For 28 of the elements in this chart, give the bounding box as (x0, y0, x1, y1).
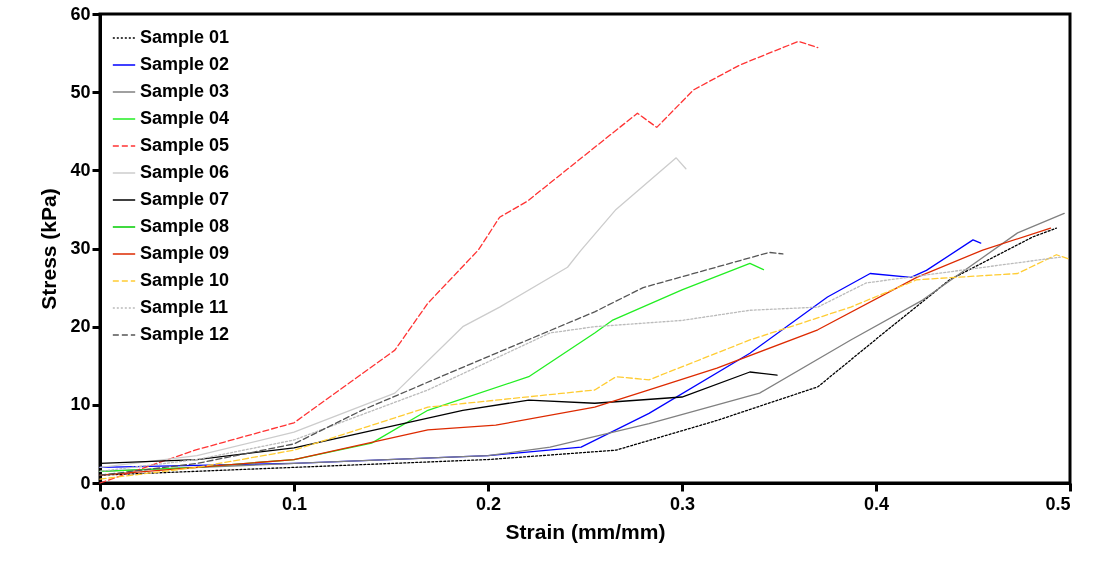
y-tick-label: 30 (70, 238, 91, 258)
legend-label: Sample 09 (140, 243, 230, 263)
y-tick-label: 50 (70, 81, 91, 102)
y-tick-label: 0 (80, 472, 91, 493)
legend-label: Sample 08 (140, 216, 230, 236)
x-tick-label: 0.2 (475, 493, 502, 514)
x-tick-label: 0.3 (669, 493, 696, 514)
x-tick-label: 0.4 (863, 493, 890, 514)
line-series (99, 157, 687, 469)
legend-label: Sample 10 (140, 270, 230, 290)
legend-label: Sample 12 (140, 324, 230, 344)
legend-label: Sample 11 (140, 297, 229, 317)
y-tick-label: 20 (70, 316, 91, 337)
y-tick-label: 60 (70, 3, 91, 24)
x-tick-label: 0.1 (281, 493, 308, 514)
x-tick-label: 0.0 (100, 493, 126, 514)
x-axis-title: Strain (mm/mm) (505, 519, 666, 543)
x-tick-label: 0.5 (1045, 493, 1071, 514)
legend-label: Sample 05 (140, 135, 230, 155)
legend-label: Sample 02 (140, 54, 230, 74)
legend-label: Sample 04 (140, 108, 230, 128)
legend-label: Sample 07 (140, 189, 230, 209)
legend-label: Sample 01 (140, 27, 230, 47)
y-tick-label: 40 (70, 159, 91, 180)
legend-label: Sample 06 (140, 162, 230, 182)
y-axis-title: Stress (kPa) (37, 188, 61, 310)
y-tick-label: 10 (70, 394, 91, 415)
legend-label: Sample 03 (140, 81, 230, 101)
